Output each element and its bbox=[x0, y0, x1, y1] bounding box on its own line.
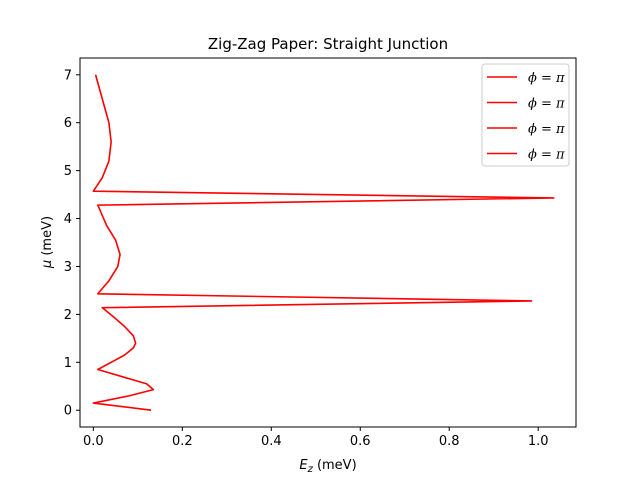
x-tick-label: 0.2 bbox=[172, 434, 193, 449]
x-axis-label: Ez (meV) bbox=[299, 458, 356, 475]
x-axis-label-unit: (meV) bbox=[313, 458, 357, 473]
y-axis-label: μ (meV) bbox=[40, 216, 55, 269]
legend-label: ϕ = π bbox=[528, 97, 565, 112]
x-tick-label: 0.8 bbox=[439, 434, 460, 449]
x-tick-label: 0.4 bbox=[261, 434, 282, 449]
chart-title: Zig-Zag Paper: Straight Junction bbox=[208, 35, 448, 53]
x-tick-label: 0.6 bbox=[350, 434, 371, 449]
y-tick-label: 5 bbox=[64, 164, 72, 179]
x-tick-label: 0.0 bbox=[83, 434, 104, 449]
plot-lines bbox=[92, 74, 555, 412]
legend: ϕ = π ϕ = π ϕ = π ϕ = π bbox=[481, 63, 570, 167]
x-axis-label-sub: z bbox=[307, 464, 314, 475]
y-tick-label: 7 bbox=[64, 68, 72, 83]
y-tick-label: 2 bbox=[64, 308, 72, 323]
y-tick-label: 4 bbox=[64, 212, 72, 227]
y-axis-label-var: μ bbox=[40, 260, 55, 269]
y-tick-label: 3 bbox=[64, 260, 72, 275]
x-tick-label: 1.0 bbox=[528, 434, 549, 449]
y-tick-label: 0 bbox=[64, 404, 72, 419]
y-tick-label: 1 bbox=[64, 356, 72, 371]
legend-label: ϕ = π bbox=[528, 71, 565, 86]
y-tick-label: 6 bbox=[64, 116, 72, 131]
y-axis: 0 1 2 3 4 5 6 7 bbox=[64, 68, 80, 419]
legend-label: ϕ = π bbox=[528, 148, 565, 163]
x-axis-label-var: E bbox=[299, 458, 308, 473]
legend-box bbox=[481, 63, 570, 167]
series-line-0 bbox=[92, 74, 555, 412]
legend-label: ϕ = π bbox=[528, 122, 565, 137]
x-axis: 0.0 0.2 0.4 0.6 0.8 1.0 bbox=[83, 427, 549, 449]
legend-entries: ϕ = π ϕ = π ϕ = π ϕ = π bbox=[487, 71, 565, 163]
plot-frame bbox=[79, 57, 577, 428]
y-axis-label-unit: (meV) bbox=[40, 216, 55, 260]
